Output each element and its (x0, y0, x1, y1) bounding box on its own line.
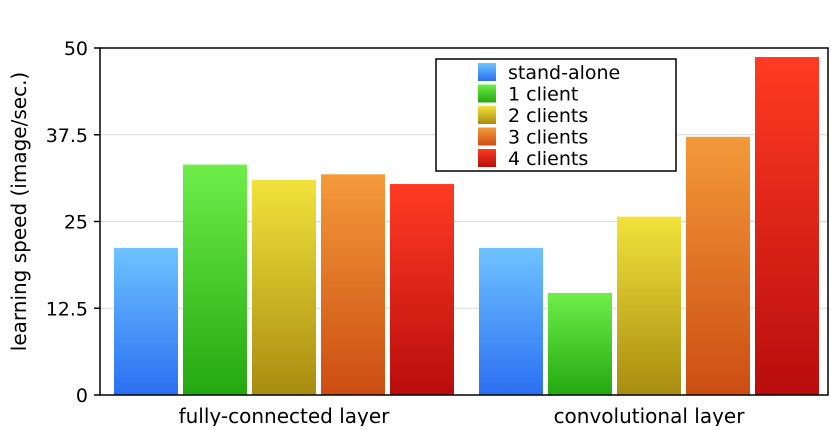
y-tick-label: 0 (76, 385, 88, 407)
legend-label: stand-alone (508, 62, 620, 84)
bars (114, 57, 819, 395)
legend-swatch (478, 149, 496, 167)
legend-box (435, 58, 677, 172)
bar (686, 136, 750, 395)
bar (114, 247, 178, 395)
legend-swatch (478, 127, 496, 146)
bar (548, 292, 612, 395)
legend-label: 2 clients (508, 105, 588, 127)
x-axis-ticks: fully-connected layer convolutional layer (179, 404, 746, 428)
bar (252, 179, 316, 395)
y-tick-label: 37.5 (46, 125, 88, 147)
bar (755, 57, 819, 395)
bar (183, 164, 247, 395)
bar (321, 174, 385, 395)
bar (617, 216, 681, 395)
legend-label: 4 clients (508, 148, 588, 170)
legend-label: 3 clients (508, 127, 588, 149)
legend-label: 1 client (508, 84, 578, 106)
y-axis-ticks: 0 12.5 25 37.5 50 (46, 38, 100, 407)
bar (479, 247, 543, 395)
x-tick-label: convolutional layer (554, 404, 746, 426)
y-tick-label: 50 (64, 38, 88, 60)
bar (390, 184, 454, 395)
y-tick-label: 25 (64, 212, 88, 234)
y-axis-label: learning speed (image/sec.) (7, 72, 31, 351)
legend-swatch (478, 63, 496, 81)
legend-swatch (478, 106, 496, 124)
y-tick-label: 12.5 (46, 298, 88, 320)
x-tick-label: fully-connected layer (179, 404, 391, 426)
legend-swatch (478, 84, 496, 103)
